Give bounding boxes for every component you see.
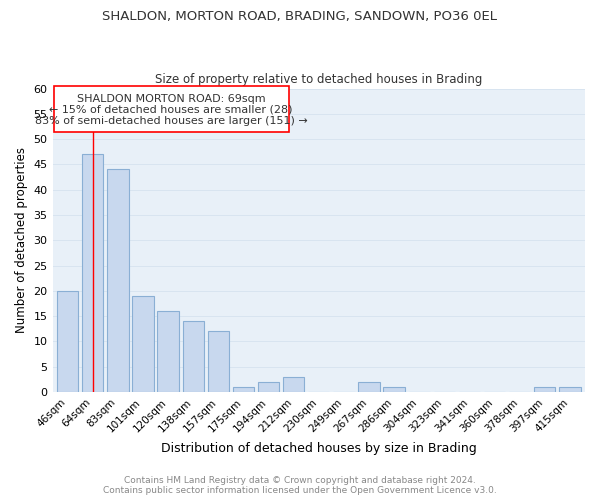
Bar: [182, 321, 204, 392]
Text: Contains HM Land Registry data © Crown copyright and database right 2024.: Contains HM Land Registry data © Crown c…: [124, 476, 476, 485]
Bar: [208, 332, 229, 392]
Text: Contains public sector information licensed under the Open Government Licence v3: Contains public sector information licen…: [103, 486, 497, 495]
Text: SHALDON MORTON ROAD: 69sqm: SHALDON MORTON ROAD: 69sqm: [77, 94, 266, 104]
FancyBboxPatch shape: [54, 86, 289, 132]
Bar: [559, 387, 581, 392]
Bar: [132, 296, 154, 392]
Bar: [82, 154, 103, 392]
Bar: [107, 170, 128, 392]
Text: SHALDON, MORTON ROAD, BRADING, SANDOWN, PO36 0EL: SHALDON, MORTON ROAD, BRADING, SANDOWN, …: [103, 10, 497, 23]
Bar: [283, 377, 304, 392]
Text: 83% of semi-detached houses are larger (151) →: 83% of semi-detached houses are larger (…: [35, 116, 308, 126]
Bar: [383, 387, 405, 392]
Title: Size of property relative to detached houses in Brading: Size of property relative to detached ho…: [155, 73, 482, 86]
Bar: [57, 291, 78, 392]
Bar: [358, 382, 380, 392]
Text: ← 15% of detached houses are smaller (28): ← 15% of detached houses are smaller (28…: [49, 104, 293, 115]
Bar: [157, 311, 179, 392]
Bar: [534, 387, 556, 392]
Y-axis label: Number of detached properties: Number of detached properties: [15, 148, 28, 334]
X-axis label: Distribution of detached houses by size in Brading: Distribution of detached houses by size …: [161, 442, 476, 455]
Bar: [233, 387, 254, 392]
Bar: [258, 382, 279, 392]
